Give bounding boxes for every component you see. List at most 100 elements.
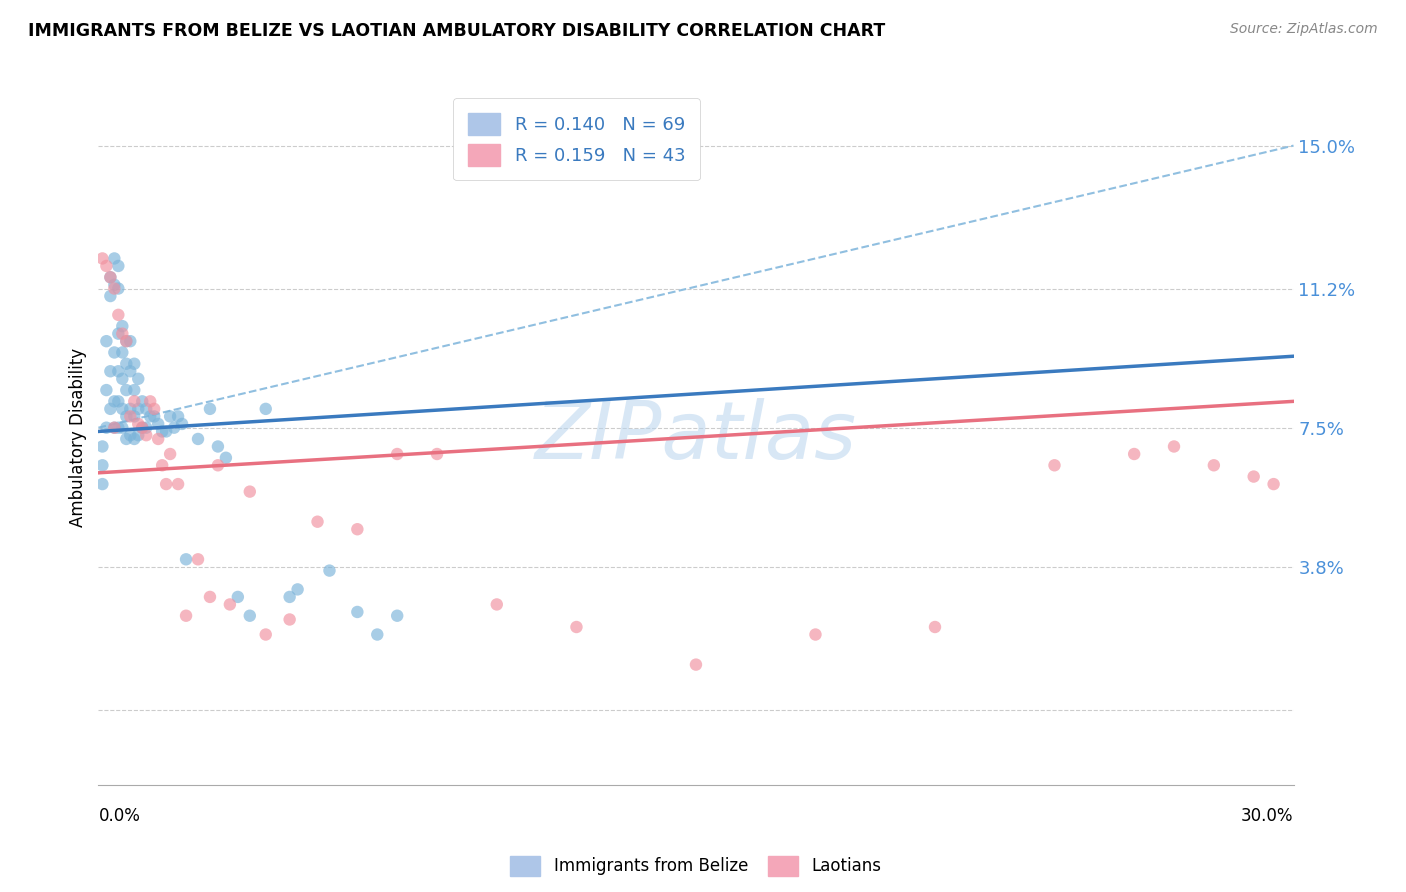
Point (148, 432, 170, 446)
Point (127, 401, 149, 416)
Point (150, 425, 173, 439)
Text: IMMIGRANTS FROM BELIZE VS LAOTIAN AMBULATORY DISABILITY CORRELATION CHART: IMMIGRANTS FROM BELIZE VS LAOTIAN AMBULA… (28, 22, 886, 40)
Point (1043, 458, 1066, 473)
Point (207, 440, 229, 454)
Point (100, 270, 122, 285)
Point (167, 477, 190, 491)
Point (100, 289, 122, 303)
Point (115, 334, 138, 348)
Point (107, 259, 129, 273)
Point (115, 334, 138, 348)
Point (91, 252, 114, 266)
Point (103, 252, 125, 266)
Text: 30.0%: 30.0% (1241, 807, 1294, 825)
Point (346, 605, 368, 619)
Point (1243, 469, 1265, 483)
Point (91, 440, 114, 454)
Point (96, 383, 118, 397)
Point (100, 270, 122, 285)
Point (107, 364, 129, 378)
Y-axis label: Ambulatory Disability: Ambulatory Disability (69, 348, 87, 526)
Point (124, 357, 146, 371)
Point (485, 598, 508, 612)
Point (100, 364, 122, 378)
Point (131, 420, 153, 434)
Point (385, 447, 409, 461)
Point (107, 394, 129, 409)
Point (198, 590, 221, 604)
Point (131, 394, 153, 409)
Point (103, 281, 125, 295)
Point (278, 612, 301, 626)
Point (143, 409, 166, 424)
Point (226, 590, 249, 604)
Point (120, 401, 142, 416)
Point (307, 515, 329, 529)
Point (198, 401, 221, 416)
Point (115, 383, 138, 397)
Point (565, 620, 588, 634)
Point (254, 627, 277, 641)
Point (174, 608, 197, 623)
Point (115, 409, 138, 424)
Point (143, 401, 166, 416)
Point (287, 582, 309, 597)
Point (124, 394, 146, 409)
Point (187, 552, 209, 566)
Point (219, 598, 242, 612)
Point (96, 334, 118, 348)
Point (155, 425, 177, 439)
Point (135, 428, 157, 442)
Point (385, 608, 409, 623)
Point (135, 401, 157, 416)
Point (103, 277, 125, 292)
Point (215, 450, 238, 465)
Point (366, 627, 388, 641)
Point (685, 657, 707, 672)
Text: Source: ZipAtlas.com: Source: ZipAtlas.com (1230, 22, 1378, 37)
Point (91, 458, 114, 473)
Point (1123, 447, 1146, 461)
Point (103, 345, 125, 359)
Point (107, 326, 129, 341)
Point (346, 522, 368, 536)
Point (120, 428, 142, 442)
Legend: Immigrants from Belize, Laotians: Immigrants from Belize, Laotians (502, 847, 890, 885)
Point (924, 620, 946, 634)
Point (150, 458, 173, 473)
Point (96, 259, 118, 273)
Point (174, 552, 197, 566)
Point (172, 417, 194, 431)
Point (163, 420, 186, 434)
Point (103, 420, 125, 434)
Point (239, 484, 262, 499)
Point (127, 417, 149, 431)
Point (124, 432, 146, 446)
Point (111, 420, 134, 434)
Point (278, 590, 301, 604)
Point (254, 401, 277, 416)
Point (91, 477, 114, 491)
Point (111, 372, 134, 386)
Point (148, 417, 170, 431)
Point (107, 281, 129, 295)
Point (1202, 458, 1225, 473)
Point (155, 477, 177, 491)
Point (187, 432, 209, 446)
Point (124, 383, 146, 397)
Point (167, 409, 190, 424)
Point (159, 447, 181, 461)
Point (207, 458, 229, 473)
Point (111, 401, 134, 416)
Point (100, 401, 122, 416)
Point (804, 627, 827, 641)
Point (124, 409, 146, 424)
Text: 0.0%: 0.0% (98, 807, 141, 825)
Point (318, 564, 340, 578)
Point (239, 608, 262, 623)
Point (107, 308, 129, 322)
Point (139, 409, 162, 424)
Point (1163, 440, 1185, 454)
Point (120, 409, 142, 424)
Point (111, 345, 134, 359)
